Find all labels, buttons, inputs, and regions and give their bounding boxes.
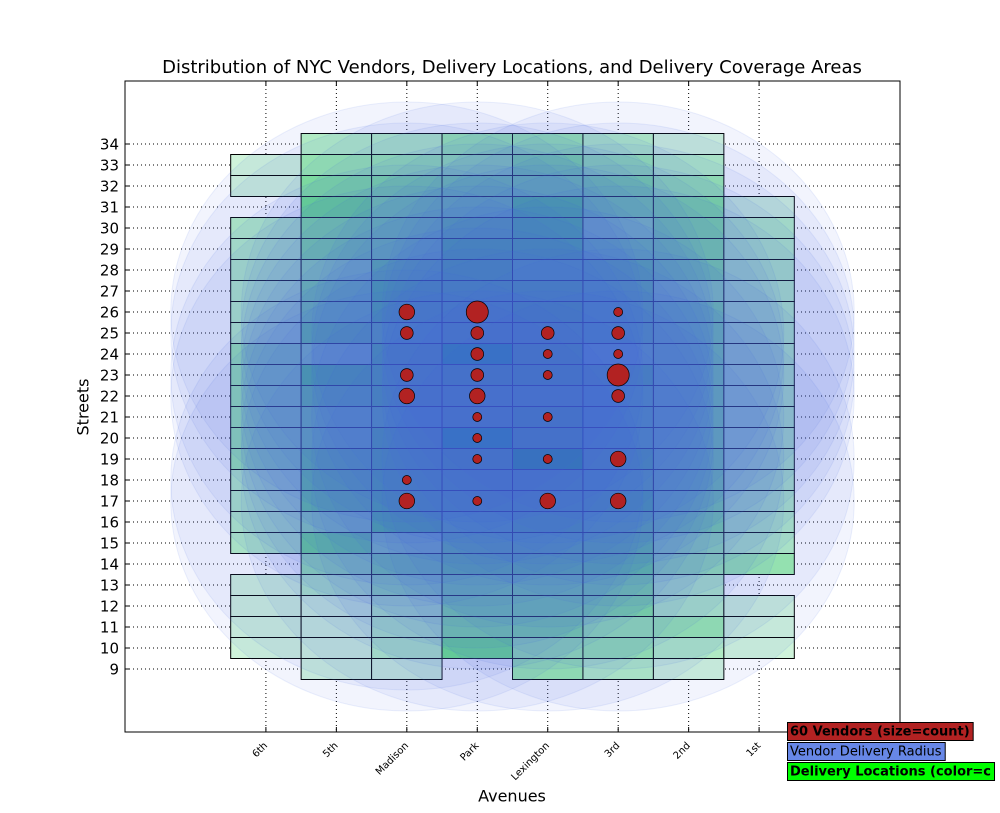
y-tick-label: 13 xyxy=(100,577,119,595)
y-tick-label: 21 xyxy=(100,409,119,427)
delivery-cell xyxy=(723,595,795,617)
vendor-marker xyxy=(472,412,483,422)
x-axis-label: Avenues xyxy=(478,787,546,806)
vendor-marker xyxy=(469,387,486,405)
vendor-marker xyxy=(470,326,484,340)
y-tick-label: 10 xyxy=(100,640,119,658)
delivery-cell xyxy=(652,133,725,155)
vendor-marker xyxy=(398,492,415,510)
y-tick-label: 29 xyxy=(100,241,119,259)
y-tick-label: 9 xyxy=(109,661,119,679)
vendor-marker xyxy=(613,349,624,359)
vendor-marker xyxy=(398,387,415,405)
y-tick-label: 18 xyxy=(100,472,119,490)
y-tick-label: 32 xyxy=(100,178,119,196)
delivery-cells xyxy=(230,133,795,680)
legend: 60 Vendors (size=count) Vendor Delivery R… xyxy=(787,722,996,781)
vendor-marker xyxy=(611,326,625,340)
vendor-marker xyxy=(401,475,412,485)
y-tick-label: 19 xyxy=(100,451,119,469)
y-tick-label: 34 xyxy=(100,136,119,154)
vendor-marker xyxy=(610,450,627,468)
y-tick-label: 12 xyxy=(100,598,119,616)
y-tick-label: 28 xyxy=(100,262,119,280)
y-tick-label: 11 xyxy=(100,619,119,637)
vendor-marker xyxy=(613,307,624,317)
legend-label: Vendor Delivery Radius xyxy=(790,745,942,760)
y-tick-label: 17 xyxy=(100,493,119,511)
legend-swatch xyxy=(787,742,946,761)
vendor-marker xyxy=(610,492,627,510)
vendor-marker xyxy=(542,454,553,464)
vendor-marker xyxy=(611,389,625,403)
vendors xyxy=(398,300,630,510)
y-tick-label: 31 xyxy=(100,199,119,217)
y-tick-label: 22 xyxy=(100,388,119,406)
vendor-marker xyxy=(539,492,556,510)
legend-label: Delivery Locations (color=c xyxy=(790,765,991,780)
y-tick-label: 33 xyxy=(100,157,119,175)
vendor-marker xyxy=(400,326,414,340)
vendor-marker xyxy=(542,412,553,422)
vendor-marker xyxy=(400,368,414,382)
y-tick-label: 26 xyxy=(100,304,119,322)
delivery-radius xyxy=(170,101,855,712)
y-tick-label: 14 xyxy=(100,556,119,574)
vendor-marker xyxy=(542,370,553,380)
y-tick-label: 25 xyxy=(100,325,119,343)
legend-label: 60 Vendors (size=count) xyxy=(790,725,970,740)
y-tick-label: 20 xyxy=(100,430,119,448)
vendor-marker xyxy=(542,349,553,359)
vendor-marker xyxy=(541,326,555,340)
y-tick-label: 30 xyxy=(100,220,119,238)
vendor-marker xyxy=(465,300,489,324)
y-tick-label: 16 xyxy=(100,514,119,532)
legend-swatch xyxy=(787,722,974,741)
vendor-marker xyxy=(472,454,483,464)
chart-title: Distribution of NYC Vendors, Delivery Lo… xyxy=(162,57,862,78)
legend-swatch xyxy=(787,762,996,781)
y-tick-label: 24 xyxy=(100,346,119,364)
vendor-marker xyxy=(470,368,484,382)
y-tick-label: 27 xyxy=(100,283,119,301)
vendor-marker xyxy=(470,347,484,361)
y-tick-label: 15 xyxy=(100,535,119,553)
vendor-marker xyxy=(472,496,483,506)
vendor-marker xyxy=(398,303,415,321)
vendor-marker xyxy=(606,363,630,387)
vendor-marker xyxy=(472,433,483,443)
y-tick-label: 23 xyxy=(100,367,119,385)
y-axis-label: Streets xyxy=(74,379,93,436)
plot-frame xyxy=(124,80,901,733)
delivery-cell xyxy=(723,196,795,218)
